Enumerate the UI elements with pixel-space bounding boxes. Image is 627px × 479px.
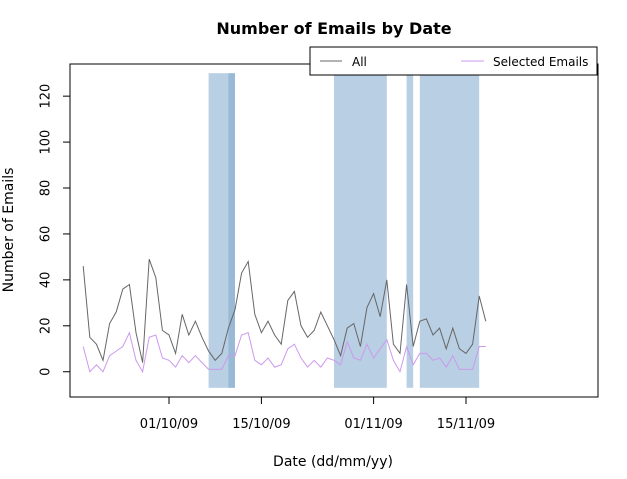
series-lines [82, 259, 487, 374]
legend-label-all: All [352, 55, 367, 69]
y-axis: 0 20 40 60 80 100 120 [39, 84, 71, 376]
highlight-band-2 [334, 73, 387, 388]
highlight-band-4 [419, 73, 480, 388]
x-tick-label-1: 15/10/09 [232, 417, 290, 432]
highlight-band-3 [406, 73, 414, 388]
legend-box [309, 46, 598, 76]
y-tick-label-60: 60 [39, 226, 54, 243]
chart-title: Number of Emails by Date [216, 19, 451, 38]
x-axis: 01/10/09 15/10/09 01/11/09 15/11/09 [140, 396, 495, 432]
y-tick-label-20: 20 [39, 318, 54, 335]
x-tick-label-3: 15/11/09 [437, 417, 495, 432]
legend: All Selected Emails [309, 46, 598, 76]
highlight-bands [208, 73, 480, 388]
series-line-selected-emails [82, 331, 486, 374]
series-line-all [82, 259, 487, 363]
y-tick-label-100: 100 [39, 130, 54, 155]
y-tick-label-0: 0 [39, 368, 54, 376]
y-tick-label-40: 40 [39, 272, 54, 289]
y-tick-label-80: 80 [39, 180, 54, 197]
x-tick-label-0: 01/10/09 [140, 417, 198, 432]
highlight-band-1 [228, 73, 235, 388]
y-tick-label-120: 120 [39, 84, 54, 109]
y-axis-label: Number of Emails [1, 168, 17, 293]
x-tick-label-2: 01/11/09 [344, 417, 402, 432]
x-axis-label: Date (dd/mm/yy) [273, 454, 393, 470]
legend-label-selected-emails: Selected Emails [493, 55, 588, 69]
